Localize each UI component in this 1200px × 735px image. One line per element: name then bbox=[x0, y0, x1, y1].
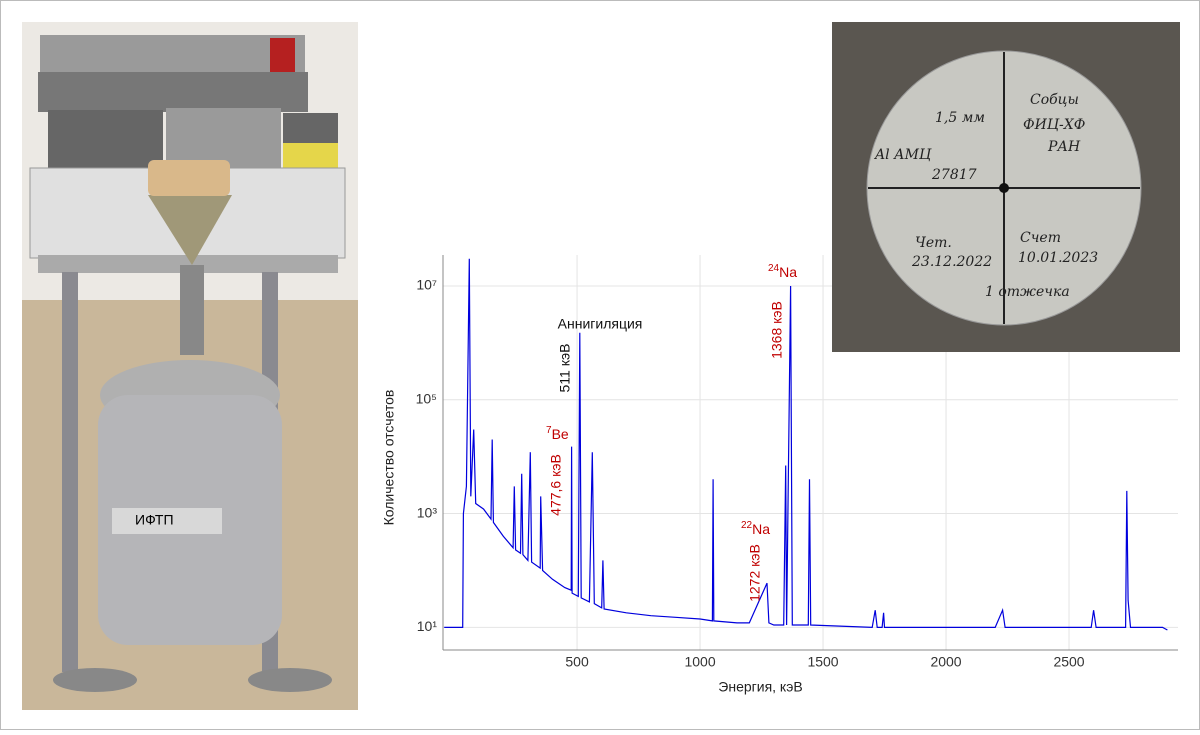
isotope-label: 7Be bbox=[546, 425, 569, 442]
peak-energy-label: 477,6 кэВ bbox=[548, 454, 564, 516]
disc-inscription: Чет. bbox=[915, 235, 952, 251]
y-tick-label: 10¹ bbox=[417, 618, 438, 634]
x-tick-label: 2500 bbox=[1053, 654, 1084, 670]
disc-inscription: РАН bbox=[1047, 139, 1081, 155]
isotope-mass: 24 bbox=[768, 263, 780, 274]
isotope-element: Na bbox=[779, 264, 797, 280]
disc-inscription: Счет bbox=[1020, 230, 1061, 246]
isotope-label: 24Na bbox=[768, 263, 797, 280]
apparatus-photo: ИФТП bbox=[22, 22, 358, 710]
annotation: Аннигиляция bbox=[558, 316, 643, 332]
y-tick-label: 10⁷ bbox=[416, 277, 437, 293]
disc-inscription: 23.12.2022 bbox=[911, 254, 992, 270]
disc-inscription: 27817 bbox=[931, 167, 977, 183]
isotope-label: 22Na bbox=[741, 520, 770, 537]
dewar-label: ИФТП bbox=[135, 512, 174, 528]
disc-inscription: 1,5 мм bbox=[935, 110, 985, 126]
x-tick-label: 1000 bbox=[684, 654, 715, 670]
x-tick-label: 2000 bbox=[930, 654, 961, 670]
y-tick-label: 10⁵ bbox=[416, 390, 437, 406]
peak-energy-label: 511 кэВ bbox=[557, 344, 573, 393]
disc-inscription: 10.01.2023 bbox=[1018, 250, 1098, 266]
disc-inscription: 1 отжечка bbox=[985, 284, 1070, 300]
disc-inscription: Собцы bbox=[1030, 92, 1079, 108]
y-tick-label: 10³ bbox=[417, 504, 438, 520]
isotope-element: Be bbox=[552, 426, 569, 442]
isotope-mass: 22 bbox=[741, 520, 753, 531]
disc-inscription: Al АМЦ bbox=[873, 147, 932, 163]
sample-photo: 1,5 мм Al АМЦ 27817 Собцы ФИЦ-ХФ РАН Чет. 23.12… bbox=[832, 22, 1180, 352]
y-axis-label: Количество отсчетов bbox=[381, 390, 397, 526]
disc-inscription: ФИЦ-ХФ bbox=[1023, 117, 1085, 133]
isotope-mass: 7 bbox=[546, 425, 552, 436]
x-tick-label: 1500 bbox=[807, 654, 838, 670]
peak-energy-label: 1272 кэВ bbox=[747, 544, 763, 602]
x-axis-label: Энергия, кэВ bbox=[718, 679, 802, 695]
x-tick-label: 500 bbox=[565, 654, 589, 670]
isotope-element: Na bbox=[752, 521, 770, 537]
spectrum-line bbox=[444, 258, 1168, 631]
peak-energy-label: 1368 кэВ bbox=[769, 301, 785, 359]
